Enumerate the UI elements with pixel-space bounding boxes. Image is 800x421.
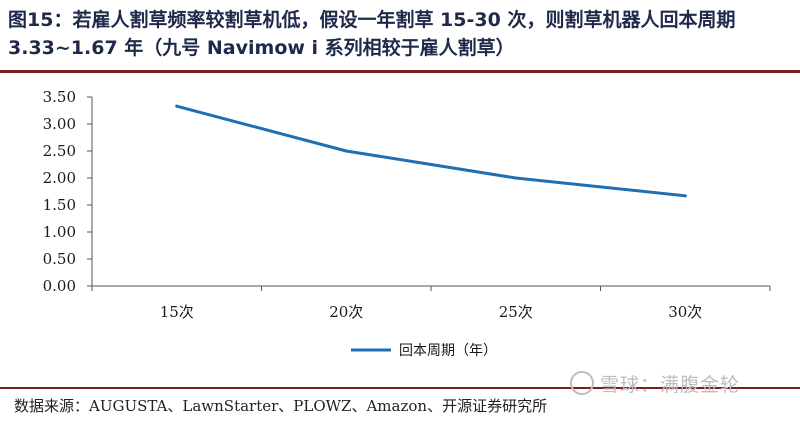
y-tick-label: 1.00 — [43, 223, 76, 241]
x-tick-label: 20次 — [329, 303, 363, 321]
y-axis-ticks: 3.50 3.00 2.50 2.00 1.50 1.00 0.50 0.00 — [43, 88, 92, 295]
chart-legend: 回本周期（年） — [351, 343, 497, 359]
source-note: 数据来源：AUGUSTA、LawnStarter、PLOWZ、Amazon、开源… — [14, 397, 548, 415]
x-tick-label: 15次 — [160, 303, 194, 321]
y-tick-label: 3.50 — [43, 88, 76, 106]
x-tick-label: 25次 — [499, 303, 533, 321]
data-point — [175, 104, 179, 108]
watermark-text: 雪球：满腹金轮 — [600, 374, 741, 396]
watermark: 雪球：满腹金轮 — [570, 370, 740, 397]
footer-divider — [0, 387, 800, 389]
y-tick-label: 1.50 — [43, 196, 76, 214]
y-tick-label: 0.50 — [43, 250, 76, 268]
data-point — [514, 176, 518, 180]
y-tick-label: 2.50 — [43, 142, 76, 160]
y-tick-label: 0.00 — [43, 277, 76, 295]
y-tick-label: 2.00 — [43, 169, 76, 187]
title-divider — [0, 70, 800, 73]
legend-label: 回本周期（年） — [399, 343, 497, 359]
line-chart: 3.50 3.00 2.50 2.00 1.50 1.00 0.50 0.00 15次 20次 2… — [43, 88, 771, 359]
data-point — [683, 194, 687, 198]
series-line — [175, 104, 687, 198]
y-tick-label: 3.00 — [43, 115, 76, 133]
chart-axes — [91, 97, 770, 287]
figure-title: 图15：若雇人割草频率较割草机低，假设一年割草 15-30 次，则割草机器人回本… — [8, 9, 736, 59]
x-tick-label: 30次 — [668, 303, 702, 321]
data-point — [344, 149, 348, 153]
x-axis-ticks: 15次 20次 25次 30次 — [91, 286, 771, 321]
chart-series — [175, 104, 687, 198]
snowball-logo-icon — [570, 371, 594, 395]
